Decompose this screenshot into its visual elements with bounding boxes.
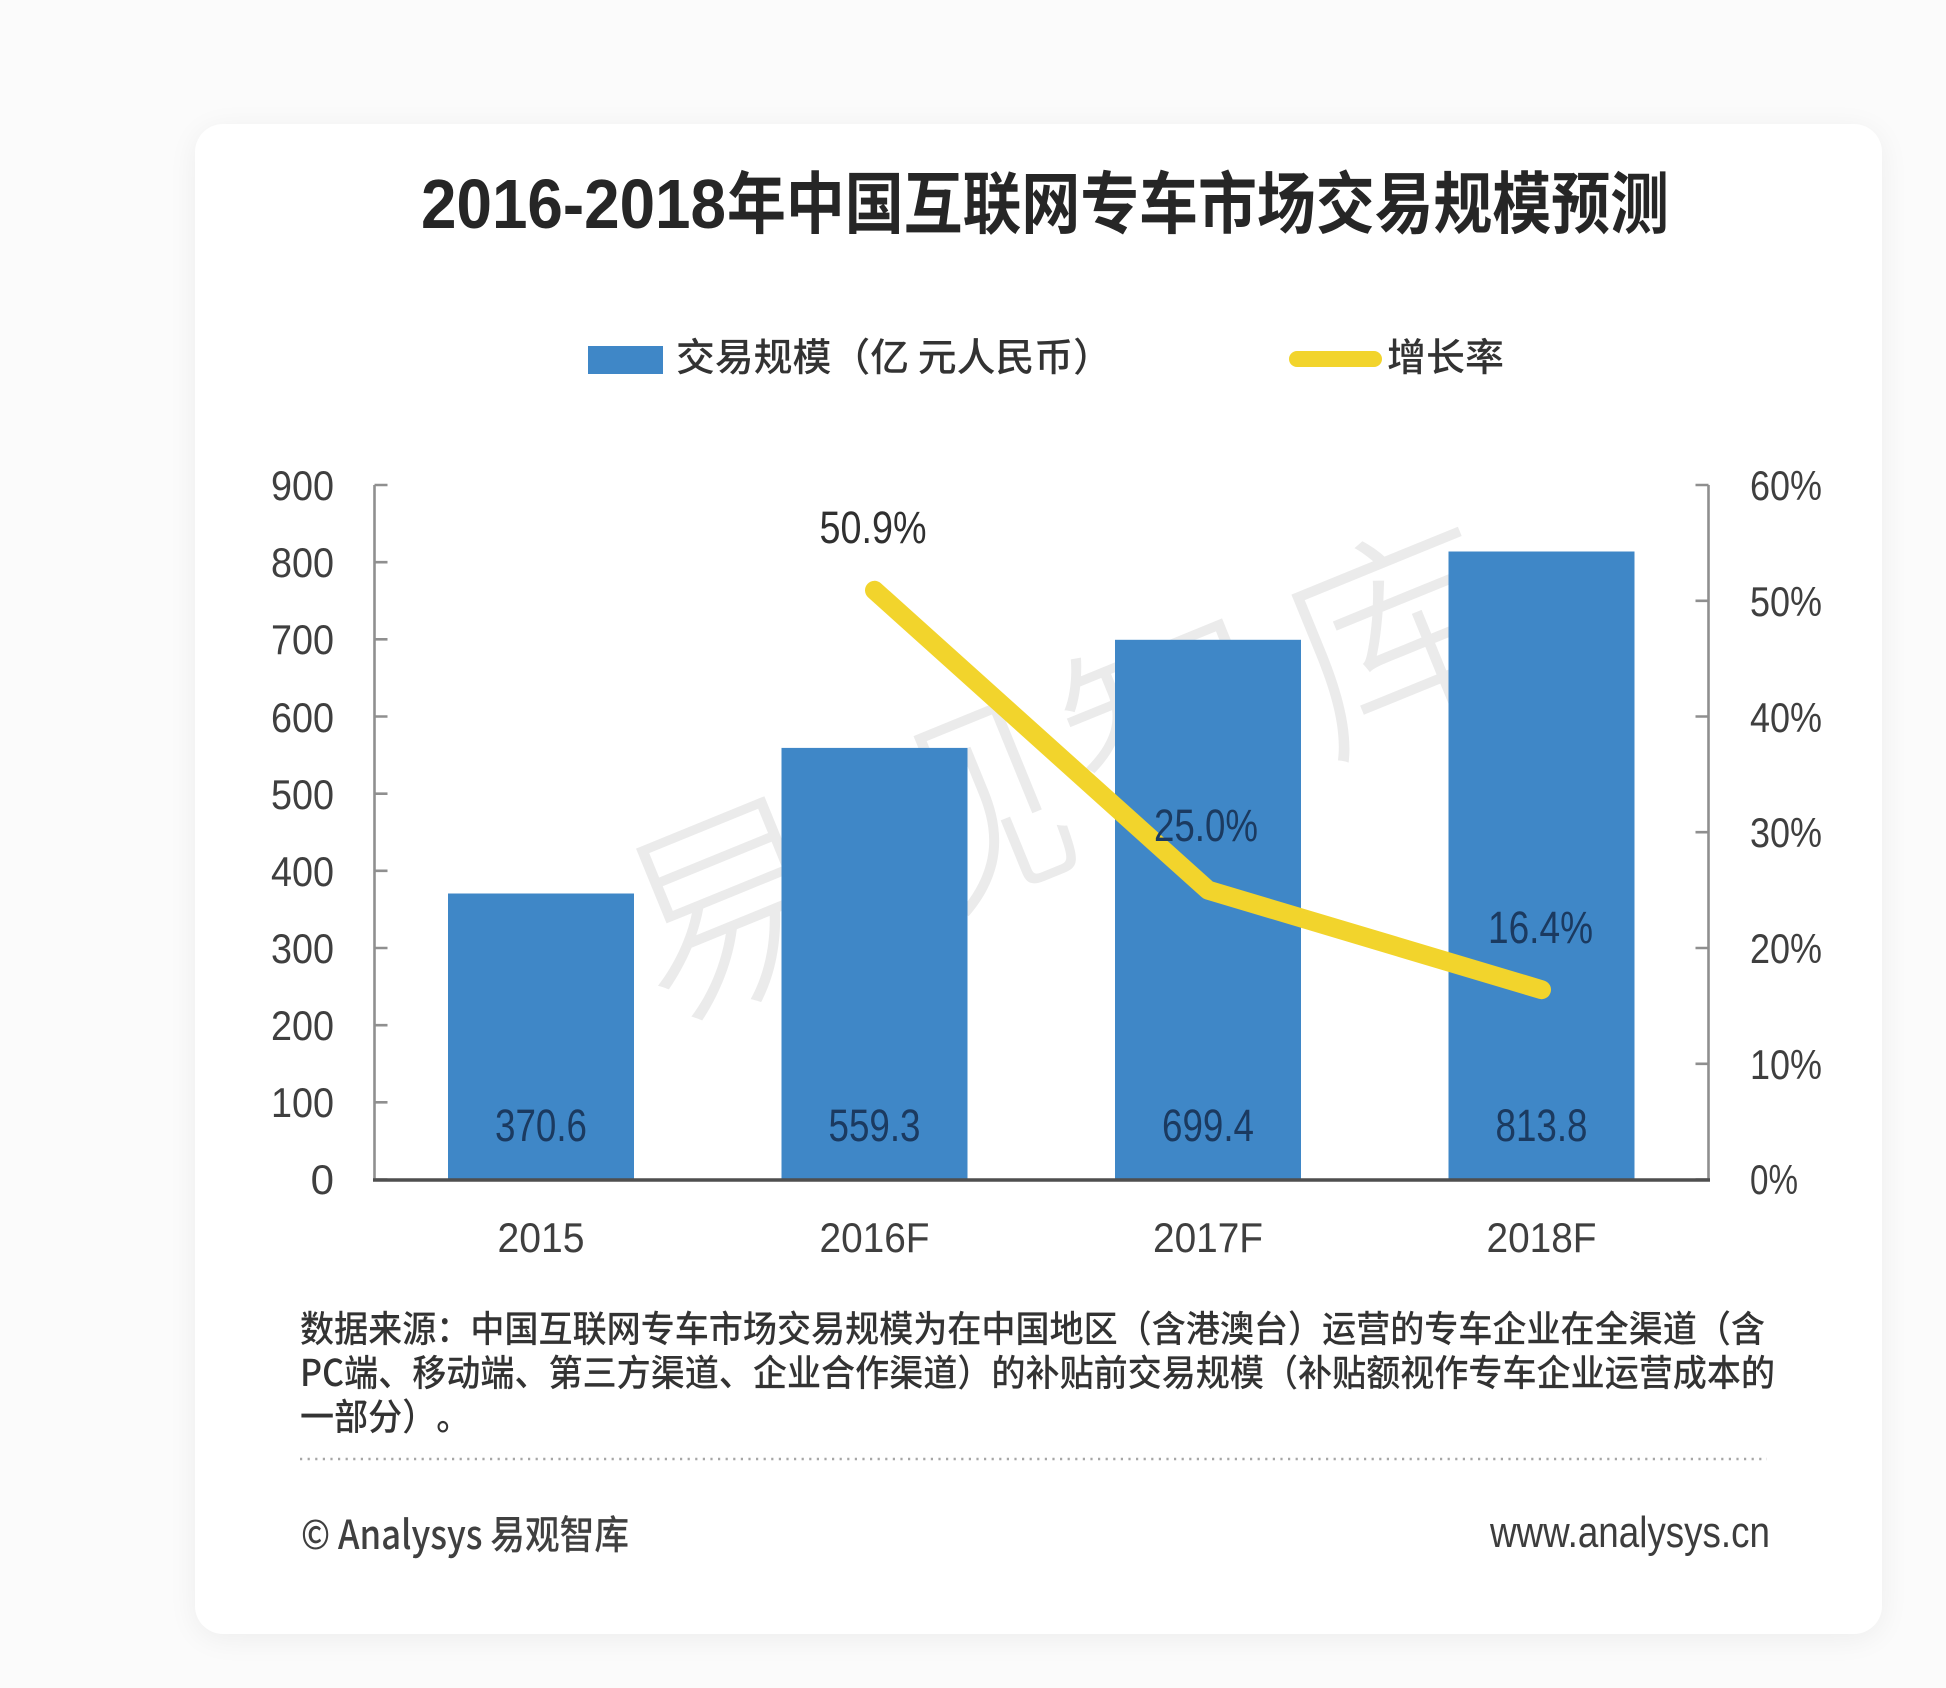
- svg-text:2015: 2015: [498, 1214, 585, 1261]
- svg-text:2017F: 2017F: [1153, 1214, 1263, 1261]
- svg-text:20%: 20%: [1750, 925, 1822, 972]
- svg-text:400: 400: [271, 848, 334, 895]
- svg-text:200: 200: [271, 1002, 334, 1049]
- svg-text:300: 300: [271, 925, 334, 972]
- svg-text:50%: 50%: [1750, 578, 1822, 625]
- svg-text:40%: 40%: [1750, 694, 1822, 741]
- svg-text:900: 900: [271, 462, 334, 509]
- svg-text:370.6: 370.6: [495, 1100, 587, 1151]
- svg-text:0%: 0%: [1750, 1156, 1798, 1203]
- svg-text:30%: 30%: [1750, 809, 1822, 856]
- svg-text:813.8: 813.8: [1496, 1100, 1588, 1151]
- svg-text:2018F: 2018F: [1487, 1214, 1597, 1261]
- svg-text:10%: 10%: [1750, 1041, 1822, 1088]
- svg-text:50.9%: 50.9%: [820, 502, 927, 553]
- svg-text:0: 0: [311, 1156, 334, 1203]
- svg-text:100: 100: [271, 1079, 334, 1126]
- svg-text:699.4: 699.4: [1162, 1100, 1254, 1151]
- svg-text:16.4%: 16.4%: [1488, 902, 1593, 953]
- svg-text:25.0%: 25.0%: [1154, 800, 1258, 851]
- svg-text:60%: 60%: [1750, 462, 1822, 509]
- svg-text:600: 600: [271, 694, 334, 741]
- svg-text:www.analysys.cn: www.analysys.cn: [1489, 1508, 1770, 1557]
- svg-text:2016F: 2016F: [820, 1214, 930, 1261]
- svg-text:2016-2018: 2016-2018: [421, 165, 726, 243]
- svg-text:559.3: 559.3: [829, 1100, 921, 1151]
- svg-text:500: 500: [271, 771, 334, 818]
- svg-text:700: 700: [271, 616, 334, 663]
- svg-text:800: 800: [271, 539, 334, 586]
